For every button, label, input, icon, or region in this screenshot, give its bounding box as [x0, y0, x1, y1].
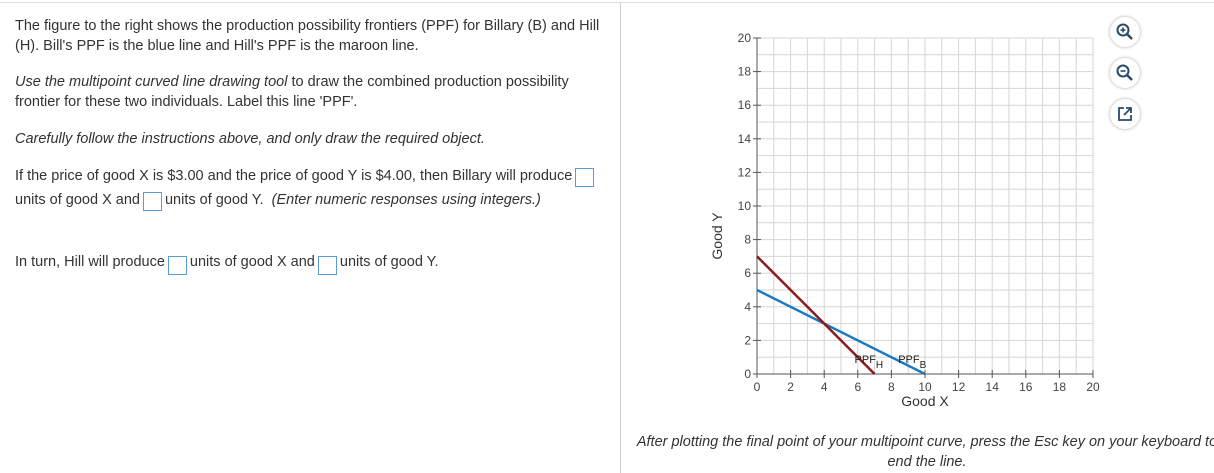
y-tick-label: 14 [738, 132, 752, 146]
y-tick-label: 4 [744, 300, 751, 314]
x-tick-label: 10 [918, 380, 932, 394]
q1-text-c: units of good Y. [164, 192, 264, 208]
y-tick-label: 18 [738, 65, 752, 79]
instruction-text: Use the multipoint curved line drawing t… [15, 72, 575, 112]
instruction-italic: Use the multipoint curved line drawing t… [15, 74, 288, 90]
q1-hint: (Enter numeric responses using integers.… [271, 192, 541, 208]
x-axis-title: Good X [901, 393, 949, 409]
question-1: If the price of good X is $3.00 and the … [15, 164, 615, 212]
q2-text-a: In turn, Hill will produce [15, 254, 165, 270]
question-panel: The figure to the right shows the produc… [0, 3, 621, 473]
y-tick-label: 0 [744, 367, 751, 381]
y-tick-label: 10 [738, 199, 752, 213]
billary-y-input[interactable] [142, 192, 162, 211]
series-line-b [756, 288, 926, 376]
q2-text-b: units of good X and [189, 254, 315, 270]
x-tick-label: 0 [754, 380, 761, 394]
y-tick-label: 6 [744, 266, 751, 280]
y-tick-label: 12 [738, 165, 752, 179]
y-tick-label: 2 [744, 333, 751, 347]
q2-text-c: units of good Y. [339, 254, 439, 270]
x-tick-label: 12 [952, 380, 966, 394]
question-2: In turn, Hill will produce units of good … [15, 252, 615, 275]
ppf-chart[interactable]: 0 2 4 6 8 10 12 14 16 18 20 0 2 4 6 8 10 12 14 16 18 20 Good X… [700, 20, 1120, 425]
hill-y-input[interactable] [317, 256, 337, 275]
series-label-subscript: H [876, 360, 883, 371]
series-label-main: PPF [855, 354, 877, 366]
top-divider [0, 2, 1214, 3]
y-tick-label: 16 [738, 98, 752, 112]
q1-text-b: units of good X and [15, 192, 140, 208]
hill-x-input[interactable] [167, 256, 187, 275]
series-label-subscript: B [920, 360, 927, 371]
series-label-b: PPFB [898, 354, 926, 371]
billary-x-input[interactable] [575, 168, 595, 187]
zoom-in-icon [1116, 23, 1133, 40]
popout-icon [1118, 107, 1132, 121]
zoom-in-button[interactable] [1110, 17, 1140, 47]
popout-button[interactable] [1110, 99, 1140, 129]
x-tick-label: 16 [1019, 380, 1033, 394]
intro-text: The figure to the right shows the produc… [15, 18, 600, 54]
careful-text: Carefully follow the instructions above,… [15, 131, 485, 147]
chart-svg[interactable]: 0 2 4 6 8 10 12 14 16 18 20 0 2 4 6 8 10 12 14 16 18 20 Good X… [700, 20, 1120, 420]
series-label-main: PPF [898, 354, 920, 366]
footer-instruction: After plotting the final point of your m… [636, 434, 1214, 470]
x-tick-label: 4 [821, 380, 828, 394]
series-line-h [756, 255, 876, 375]
x-tick-label: 20 [1086, 380, 1100, 394]
y-axis-title: Good Y [709, 212, 725, 260]
y-tick-label: 8 [744, 233, 751, 247]
instruction-rest: to draw the combined production possibil… [15, 74, 569, 110]
x-tick-label: 18 [1053, 380, 1067, 394]
zoom-out-icon [1116, 64, 1133, 81]
x-tick-label: 6 [854, 380, 861, 394]
x-tick-label: 14 [986, 380, 1000, 394]
x-tick-label: 8 [888, 380, 895, 394]
series-label-h: PPFH [855, 354, 884, 371]
y-tick-label: 20 [738, 31, 752, 45]
x-tick-label: 2 [787, 380, 794, 394]
q1-text-a: If the price of good X is $3.00 and the … [15, 168, 573, 184]
zoom-out-button[interactable] [1110, 58, 1140, 88]
